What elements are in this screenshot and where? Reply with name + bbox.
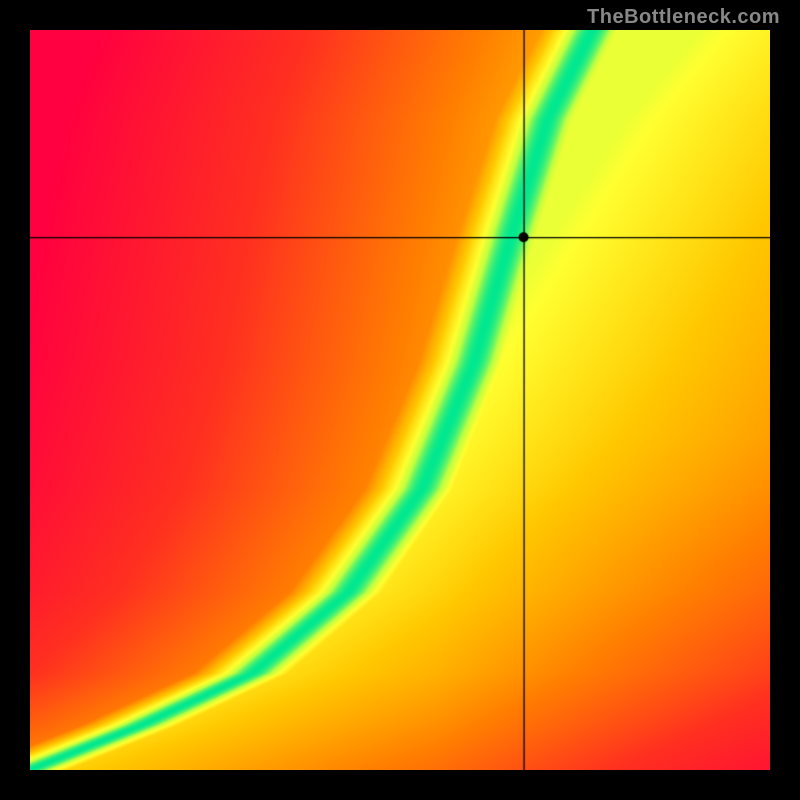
chart-container: TheBottleneck.com bbox=[0, 0, 800, 800]
heatmap-canvas bbox=[30, 30, 770, 770]
watermark-text: TheBottleneck.com bbox=[587, 6, 780, 29]
heatmap-plot bbox=[30, 30, 770, 770]
